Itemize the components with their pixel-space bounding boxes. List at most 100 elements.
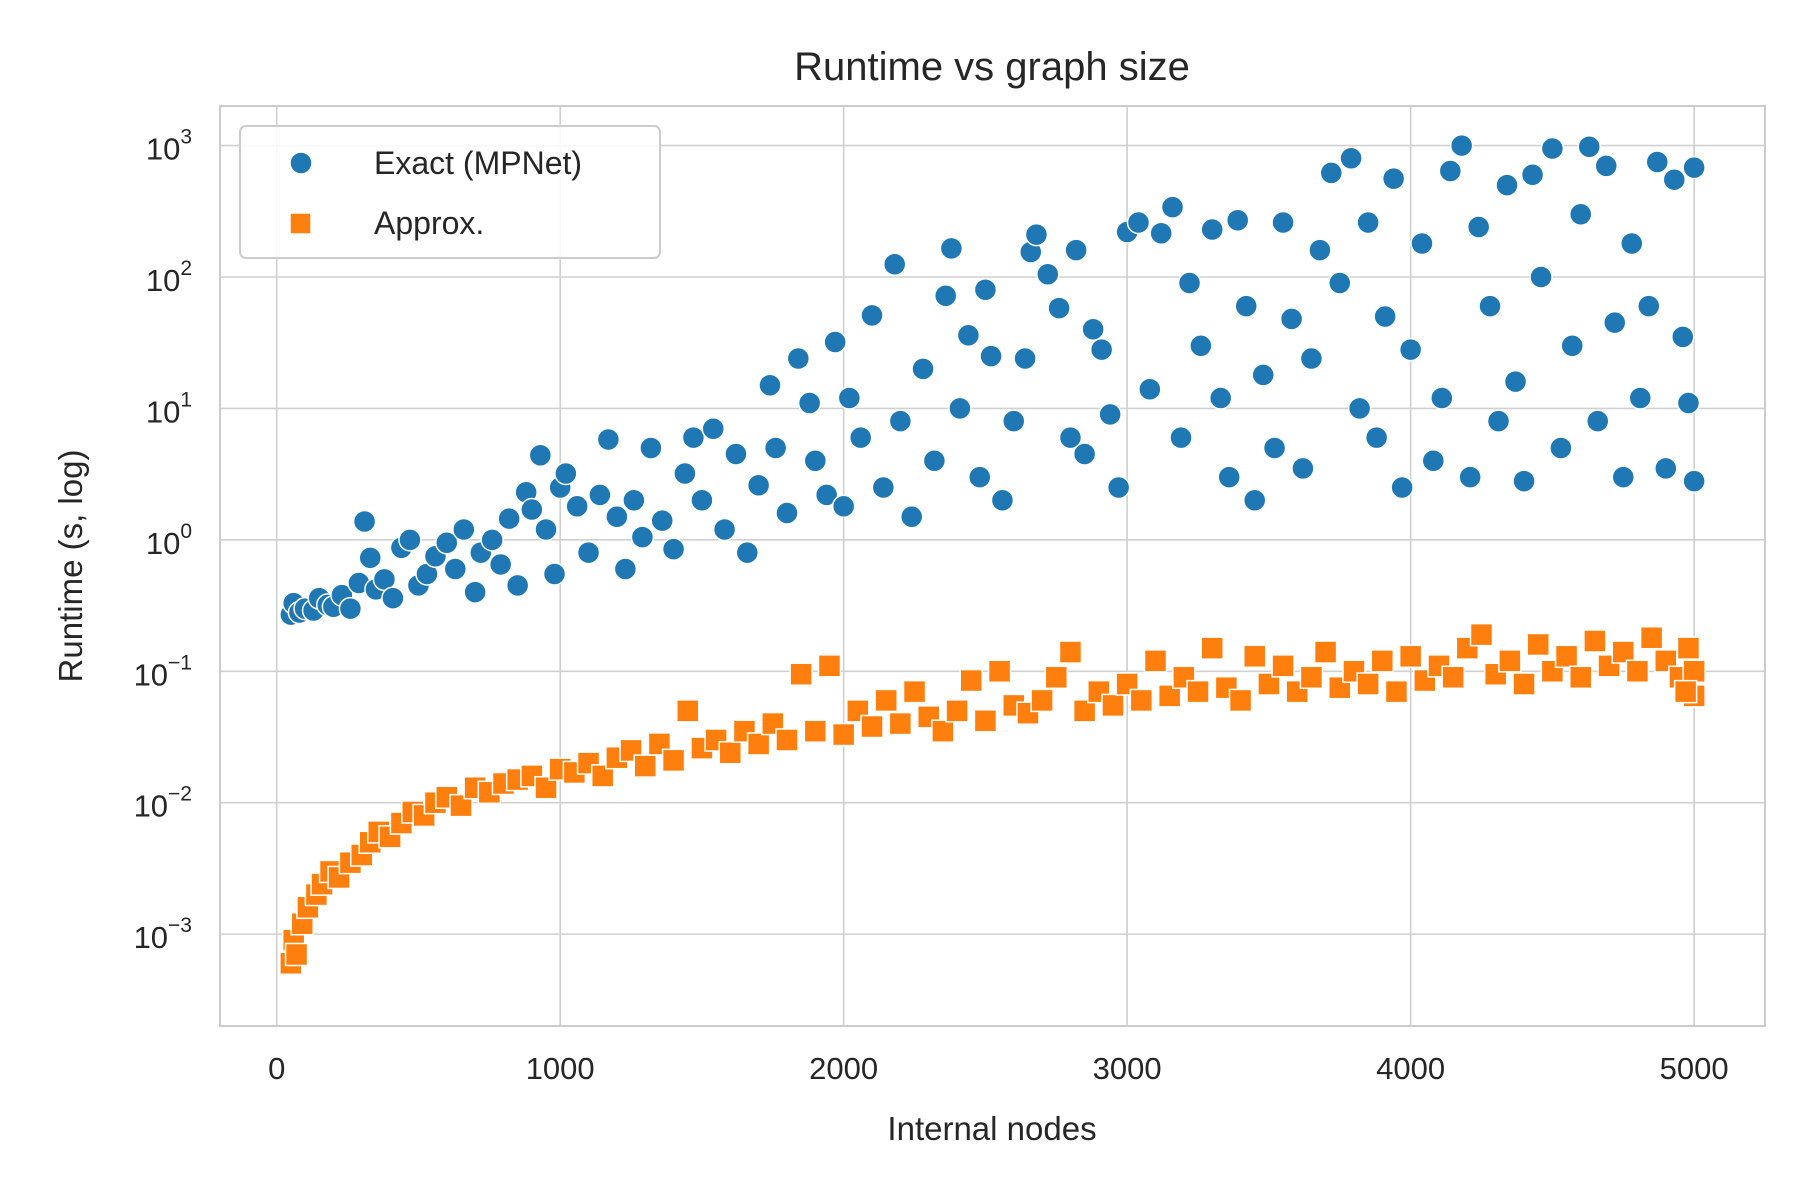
exact-point [1291,456,1315,481]
exact-point [1585,409,1610,433]
exact-point [814,483,839,507]
approx-point [945,699,969,723]
approx-point [1228,688,1253,713]
exact-point [1676,391,1701,415]
exact-point [1064,238,1088,262]
exact-point [1308,238,1332,262]
exact-point [973,277,998,302]
x-tick-label: 2000 [809,1051,878,1086]
exact-point [398,528,422,552]
exact-point [528,443,553,468]
approx-point [1554,644,1579,669]
exact-point [1628,386,1653,410]
chart-title: Runtime vs graph size [794,45,1190,89]
legend-label-exact: Exact (MPNet) [374,145,582,181]
exact-point [831,494,856,519]
exact-point [1138,377,1162,401]
exact-point [1189,333,1213,358]
data-points [279,133,1706,976]
exact-point [899,504,924,529]
approx-point [284,942,309,967]
exact-point [639,436,663,460]
approx-point [959,668,983,693]
approx-point [1625,659,1650,684]
exact-point [1540,136,1565,161]
approx-point [987,659,1012,684]
exact-point [803,448,828,473]
approx-point [746,732,771,756]
exact-point [1568,202,1593,227]
exact-point [888,409,913,433]
approx-point [1129,688,1154,713]
exact-point [650,508,674,533]
approx-point [1673,679,1698,704]
exact-point [1251,363,1275,387]
exact-point [823,330,847,354]
exact-point [1682,155,1706,180]
exact-point [1036,262,1060,286]
exact-point [622,488,646,513]
exact-point [990,488,1015,513]
exact-point [1438,159,1463,183]
approx-point [789,662,813,686]
exact-point [1149,221,1173,246]
approx-point [1611,640,1636,664]
exact-point [554,461,578,486]
exact-point [1356,210,1380,235]
exact-point [1299,346,1324,371]
exact-point [758,373,782,398]
exact-point [1654,456,1678,481]
approx-point [1313,640,1338,664]
exact-point [1662,167,1687,192]
exact-point [1225,208,1250,233]
approx-point [1356,672,1380,696]
exact-point [505,573,530,598]
exact-point [1430,386,1454,410]
x-tick-label: 4000 [1376,1051,1445,1086]
approx-point [1568,665,1593,690]
exact-point [338,596,363,621]
approx-point [1072,699,1097,723]
exact-point [1390,475,1414,500]
exact-point [1089,337,1114,362]
exact-point [1081,317,1105,342]
x-axis-ticks: 0 1000 2000 3000 4000 5000 [268,1051,1729,1086]
approx-point [1398,644,1423,669]
approx-point [973,709,998,733]
approx-point [1242,644,1267,669]
exact-point [1549,436,1573,460]
approx-point [1157,684,1182,708]
exact-point [860,303,884,328]
exact-point [1410,231,1434,256]
approx-point [1583,629,1607,653]
exact-point [939,236,964,261]
exact-point [922,448,947,473]
exact-point [497,506,521,531]
exact-point [463,580,487,604]
plot-frame [219,105,1766,1027]
exact-point [1106,475,1131,500]
exact-point [712,517,737,542]
y-axis-label: Runtime (s, log) [52,450,89,683]
approx-point [449,793,473,818]
approx-point [1384,679,1409,704]
approx-point [803,719,828,743]
exact-point [1262,436,1287,460]
exact-point [1169,425,1193,450]
approx-point [1101,693,1125,718]
exact-point [1047,296,1071,320]
exact-point [837,386,862,410]
exact-point [1529,265,1553,289]
exact-point [911,357,935,381]
legend-marker-exact [289,151,313,175]
exact-point [613,557,638,581]
exact-point [956,323,981,348]
exact-point [1013,346,1037,371]
y-tick-label: 100 [146,520,192,561]
exact-point [1449,133,1474,158]
exact-point [1126,210,1151,235]
exact-point [520,497,544,522]
y-tick-label: 10−1 [134,651,192,692]
